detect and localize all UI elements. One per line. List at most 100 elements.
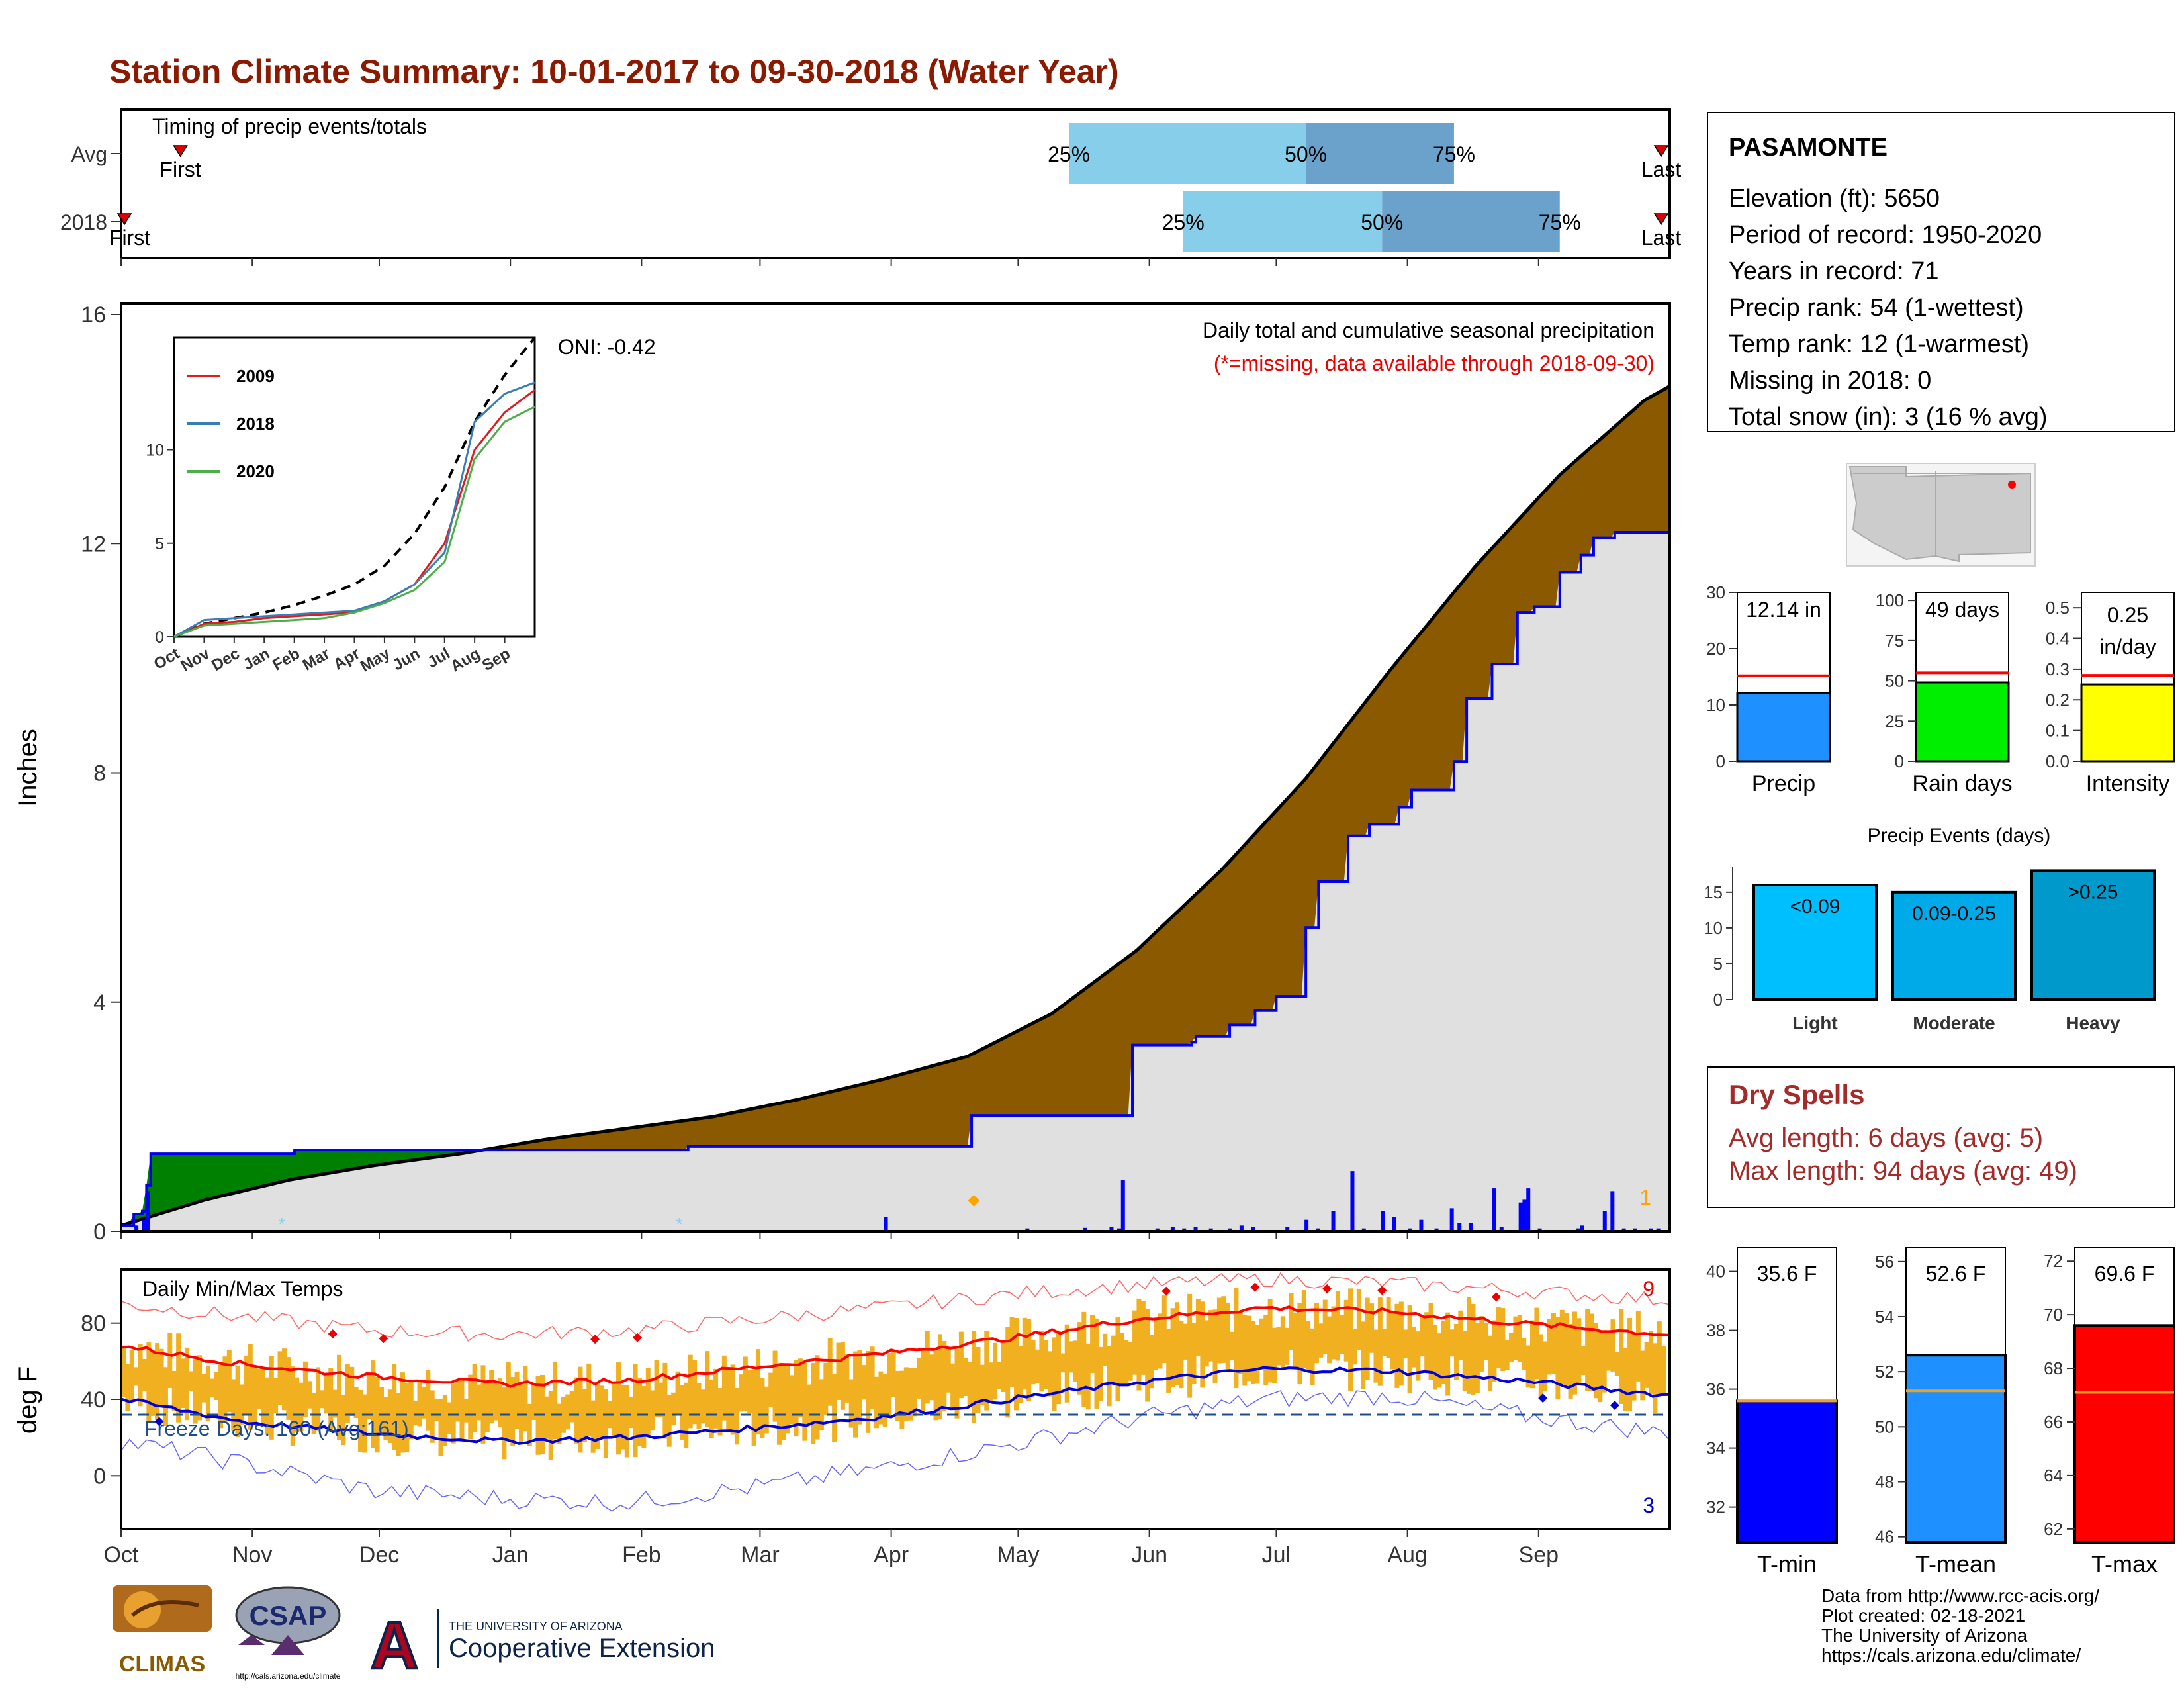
daily-temp-bar	[155, 1343, 160, 1420]
daily-temp-bar	[1318, 1323, 1324, 1358]
daily-temp-bar	[459, 1380, 465, 1442]
temp-bar-tick-label: 50	[1875, 1417, 1894, 1436]
daily-temp-bar	[1627, 1318, 1633, 1411]
daily-temp-bar	[637, 1378, 642, 1446]
daily-temp-bar	[371, 1360, 376, 1448]
daily-temp-bar	[878, 1371, 884, 1425]
daily-temp-bar	[269, 1356, 274, 1440]
daily-temp-bar	[853, 1351, 858, 1438]
record-high-marker-icon	[1377, 1286, 1387, 1295]
daily-temp-bar	[565, 1394, 570, 1430]
events-bar	[1752, 884, 1878, 1001]
daily-precip-bar	[884, 1217, 888, 1231]
logos: CLIMAS CSAP http://cals.arizona.edu/clim…	[113, 1585, 715, 1684]
daily-temp-bar	[1208, 1310, 1214, 1362]
daily-temp-bar	[1310, 1329, 1315, 1385]
daily-precip-bar	[1449, 1208, 1454, 1231]
daily-temp-bar	[1513, 1316, 1518, 1361]
daily-temp-bar	[870, 1346, 875, 1409]
daily-temp-bar	[1111, 1335, 1116, 1383]
daily-precip-bar	[1361, 1228, 1366, 1231]
temp-label: Daily Min/Max Temps	[142, 1277, 343, 1301]
summary-bars: 12.14 in 0 10 20 30 Precip 49 days 0 25 50 75 100 Ra…	[1706, 583, 2175, 796]
ua-extension-text: Cooperative Extension	[449, 1634, 715, 1663]
daily-temp-bar	[743, 1356, 748, 1411]
daily-temp-bar	[1331, 1306, 1336, 1360]
daily-precip-bar	[1251, 1227, 1255, 1231]
daily-temp-bar	[1272, 1327, 1277, 1383]
precip-y-tick-label: 16	[81, 303, 106, 328]
daily-precip-bar	[1316, 1228, 1320, 1231]
x-month-label: Apr	[874, 1542, 909, 1568]
daily-temp-bar	[1458, 1310, 1463, 1360]
hail-marker-icon	[968, 1195, 980, 1207]
daily-temp-bar	[895, 1370, 900, 1421]
daily-temp-bar	[265, 1377, 270, 1435]
daily-temp-bar	[159, 1348, 164, 1407]
daily-temp-bar	[320, 1390, 325, 1409]
daily-temp-bar	[1327, 1316, 1332, 1364]
last-event-label: Last	[1641, 226, 1682, 250]
summary-bar-tick-label: 10	[1706, 695, 1725, 715]
daily-temp-bar	[307, 1381, 312, 1409]
daily-temp-bar	[700, 1389, 705, 1424]
station-info-line: Total snow (in): 3 (16 % avg)	[1729, 403, 2048, 431]
climas-wave-icon	[131, 1600, 199, 1617]
daily-temp-bar	[298, 1382, 304, 1432]
record-high-marker-icon	[1250, 1282, 1260, 1292]
daily-temp-bar	[337, 1354, 342, 1440]
ua-block-a-icon: A	[371, 1609, 418, 1683]
daily-precip-bar	[1155, 1228, 1160, 1231]
summary-bar-value	[1915, 681, 2010, 763]
daily-temp-bar	[1390, 1313, 1396, 1370]
timing-row-label: 2018	[60, 211, 107, 234]
summary-bar-label: Intensity	[2086, 771, 2170, 796]
daily-temp-bar	[1094, 1318, 1099, 1409]
daily-precip-bar	[1170, 1227, 1175, 1231]
daily-temp-bar	[1030, 1340, 1036, 1385]
daily-temp-bar	[244, 1356, 249, 1416]
daily-temp-bar	[679, 1385, 684, 1440]
daily-temp-bar	[489, 1370, 494, 1423]
csap-url: http://cals.arizona.edu/climate	[236, 1671, 341, 1681]
daily-temp-bar	[125, 1364, 130, 1411]
daily-temp-bar	[937, 1334, 942, 1420]
daily-temp-bar	[811, 1363, 816, 1444]
daily-temp-bar	[717, 1388, 723, 1436]
freeze-days-text: Freeze Days: 160 (Avg:161)	[144, 1417, 409, 1440]
daily-temp-bar	[324, 1374, 329, 1414]
daily-temp-bar	[1492, 1320, 1497, 1382]
daily-temp-bar	[358, 1390, 363, 1452]
daily-temp-bar	[629, 1397, 634, 1429]
daily-temp-bar	[603, 1389, 608, 1458]
daily-temp-bar	[1407, 1305, 1412, 1393]
daily-temp-bar	[1386, 1297, 1391, 1358]
daily-temp-bar	[599, 1385, 604, 1438]
daily-temp-bar	[903, 1367, 909, 1421]
summary-bar-tick-label: 0.1	[2046, 721, 2070, 741]
daily-temp-bar	[167, 1333, 173, 1388]
daily-temp-bar	[480, 1365, 486, 1444]
station-info-line: Elevation (ft): 5650	[1729, 185, 1940, 212]
snow-day-marker-icon: *	[279, 1214, 285, 1234]
daily-temp-bar	[751, 1370, 756, 1446]
daily-temp-bar	[747, 1370, 752, 1414]
daily-temp-bar	[1602, 1330, 1607, 1393]
station-info-line: Missing in 2018: 0	[1729, 367, 1931, 395]
summary-bar-value-unit: in/day	[2099, 635, 2156, 659]
precip-base-area	[121, 532, 1670, 1231]
summary-bar-tick-label: 0.5	[2046, 598, 2070, 618]
daily-temp-bar	[362, 1394, 367, 1453]
daily-temp-bar	[624, 1385, 629, 1458]
daily-temp-bar	[666, 1395, 672, 1447]
daily-temp-bar	[1551, 1313, 1556, 1374]
daily-temp-bar	[150, 1350, 156, 1416]
summary-bar-label: Precip	[1752, 771, 1815, 796]
daily-precip-bar	[1580, 1225, 1584, 1231]
inset-series-line	[173, 381, 535, 638]
daily-temp-bar	[1140, 1301, 1146, 1375]
daily-temp-bar	[438, 1399, 443, 1456]
x-month-label: Dec	[359, 1542, 399, 1568]
daily-temp-bar	[1361, 1321, 1366, 1389]
daily-temp-bar	[645, 1368, 651, 1437]
